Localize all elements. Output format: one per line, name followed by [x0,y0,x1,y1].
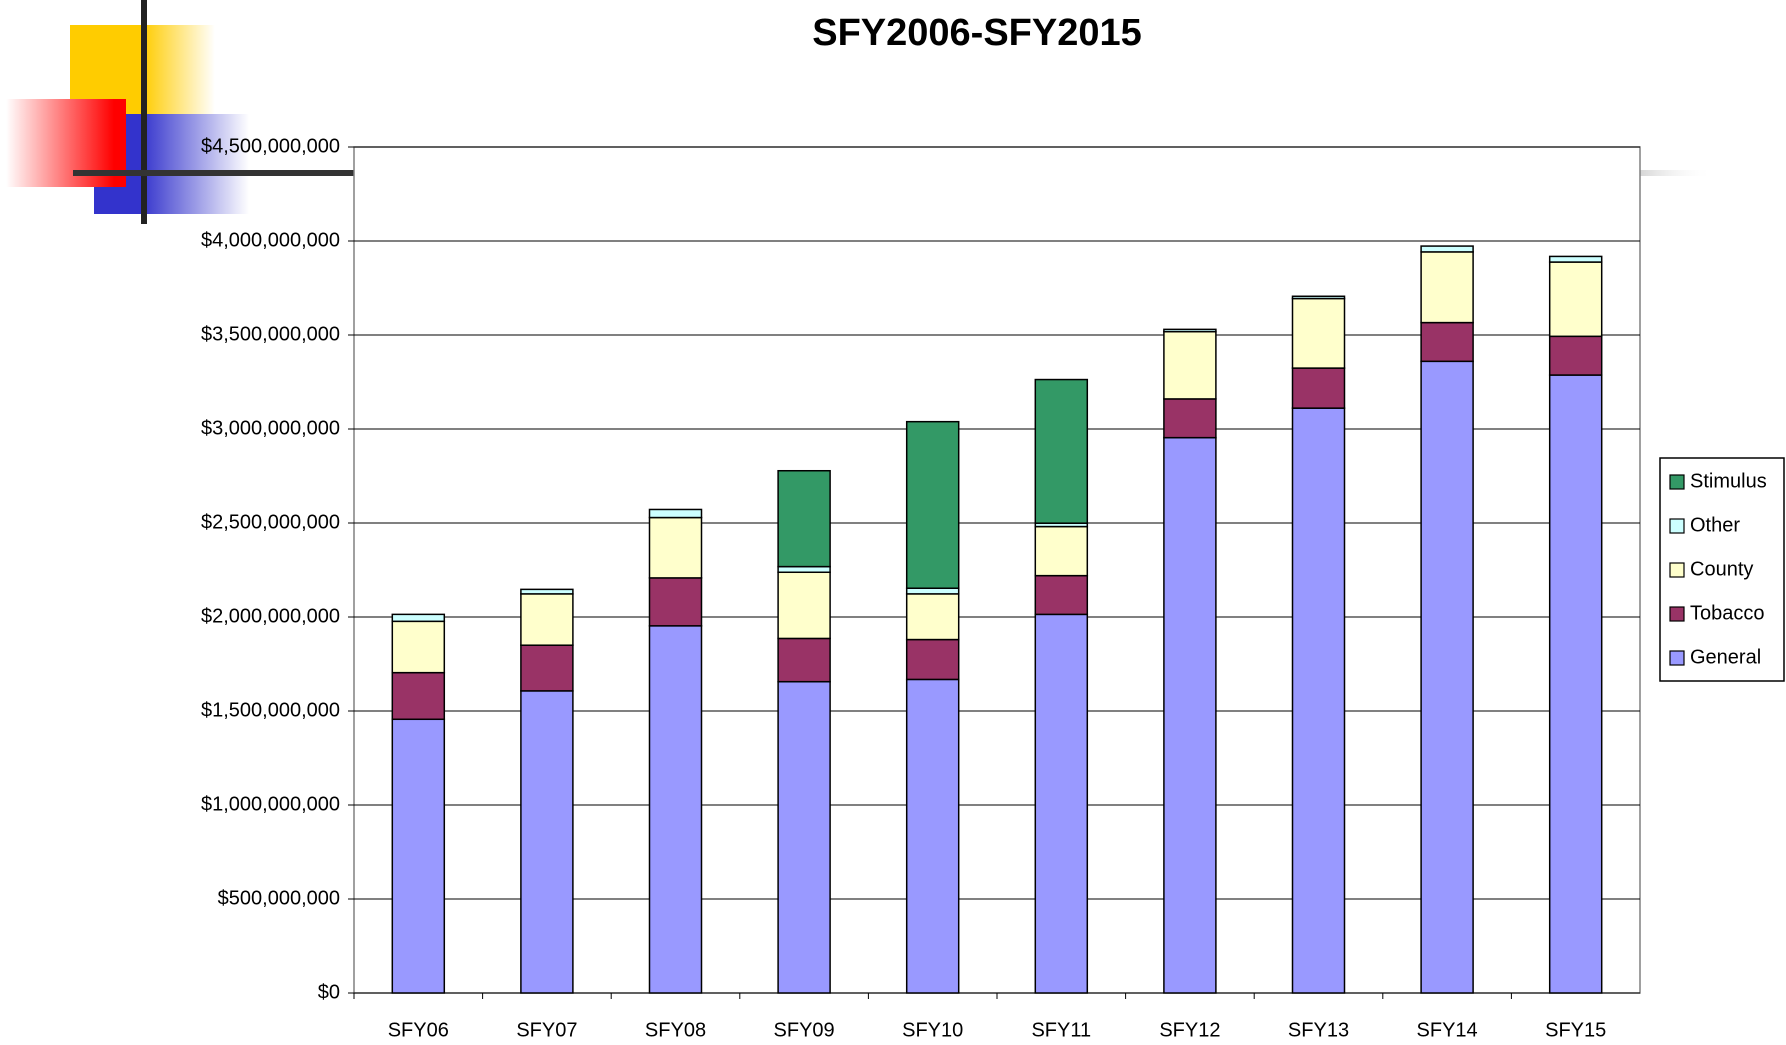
x-tick-label: SFY14 [1417,1019,1478,1041]
y-tick-label: $3,000,000,000 [201,417,340,439]
x-tick-label: SFY06 [388,1019,449,1041]
bar-segment [1034,525,1089,577]
bar-segment [777,469,831,568]
x-tick-label: SFY07 [516,1019,577,1041]
bar-segment [1420,360,1474,994]
bar-segment [520,593,574,646]
bar-segment [391,613,446,623]
bar-segment [648,577,703,627]
bar-segment [391,718,446,994]
bar-segment [1548,261,1603,338]
y-tick-label: $1,500,000,000 [201,699,340,721]
bar-segment [1163,436,1217,994]
bar-segment [1420,245,1474,253]
bar-segment [777,565,831,574]
bar-segment [1420,321,1474,363]
legend-swatch [1669,650,1685,666]
y-tick-label: $2,000,000,000 [201,605,340,627]
bar-segment [777,637,831,683]
bar-segment [777,571,831,640]
bar-segment [391,671,446,721]
bar-segment [905,638,960,681]
bar-segment [905,420,960,589]
bar-segment [520,690,574,994]
bar-segment [520,588,574,595]
bar-segment [777,680,831,994]
y-tick-label: $1,000,000,000 [201,793,340,815]
bar-segment [1163,398,1217,439]
y-tick-label: $4,500,000,000 [201,135,340,157]
legend-label: Other [1690,514,1740,536]
bar-segment [1548,374,1603,994]
x-tick-label: SFY08 [645,1019,706,1041]
legend-label: County [1690,558,1753,580]
bar-segment [520,644,574,692]
bar-segment [1548,335,1603,376]
bar-segment [1291,295,1346,300]
bar-segment [391,620,446,674]
legend-swatch [1669,518,1685,534]
x-tick-label: SFY10 [902,1019,963,1041]
x-tick-label: SFY12 [1159,1019,1220,1041]
y-tick-label: $2,500,000,000 [201,511,340,533]
bar-segment [1163,328,1217,333]
bar-segment [1420,251,1474,324]
bar-segment [905,587,960,595]
y-tick-label: $4,000,000,000 [201,229,340,251]
bar-segment [1291,297,1346,369]
bar-segment [905,593,960,641]
bar-segment [1034,613,1089,994]
legend-swatch [1669,474,1685,490]
legend-label: Tobacco [1690,602,1765,624]
legend-label: Stimulus [1690,470,1767,492]
bar-segment [1034,574,1089,616]
legend-label: General [1690,646,1761,668]
y-tick-label: $0 [318,981,340,1003]
bar-segment [905,678,960,994]
legend-swatch [1669,562,1685,578]
legend-swatch [1669,606,1685,622]
x-tick-label: SFY09 [774,1019,835,1041]
y-tick-label: $3,500,000,000 [201,323,340,345]
x-tick-label: SFY15 [1545,1019,1606,1041]
bar-segment [1163,330,1217,400]
bar-segment [648,508,703,519]
x-tick-label: SFY13 [1288,1019,1349,1041]
bar-segment [1291,407,1346,994]
y-tick-label: $500,000,000 [218,887,340,909]
bar-segment [1291,367,1346,409]
chart-title: SFY2006-SFY2015 [812,12,1142,54]
bar-segment [1548,255,1603,263]
bar-segment [648,516,703,579]
x-tick-label: SFY11 [1031,1019,1091,1041]
bar-segment [1034,378,1089,524]
bar-segment [648,625,703,994]
